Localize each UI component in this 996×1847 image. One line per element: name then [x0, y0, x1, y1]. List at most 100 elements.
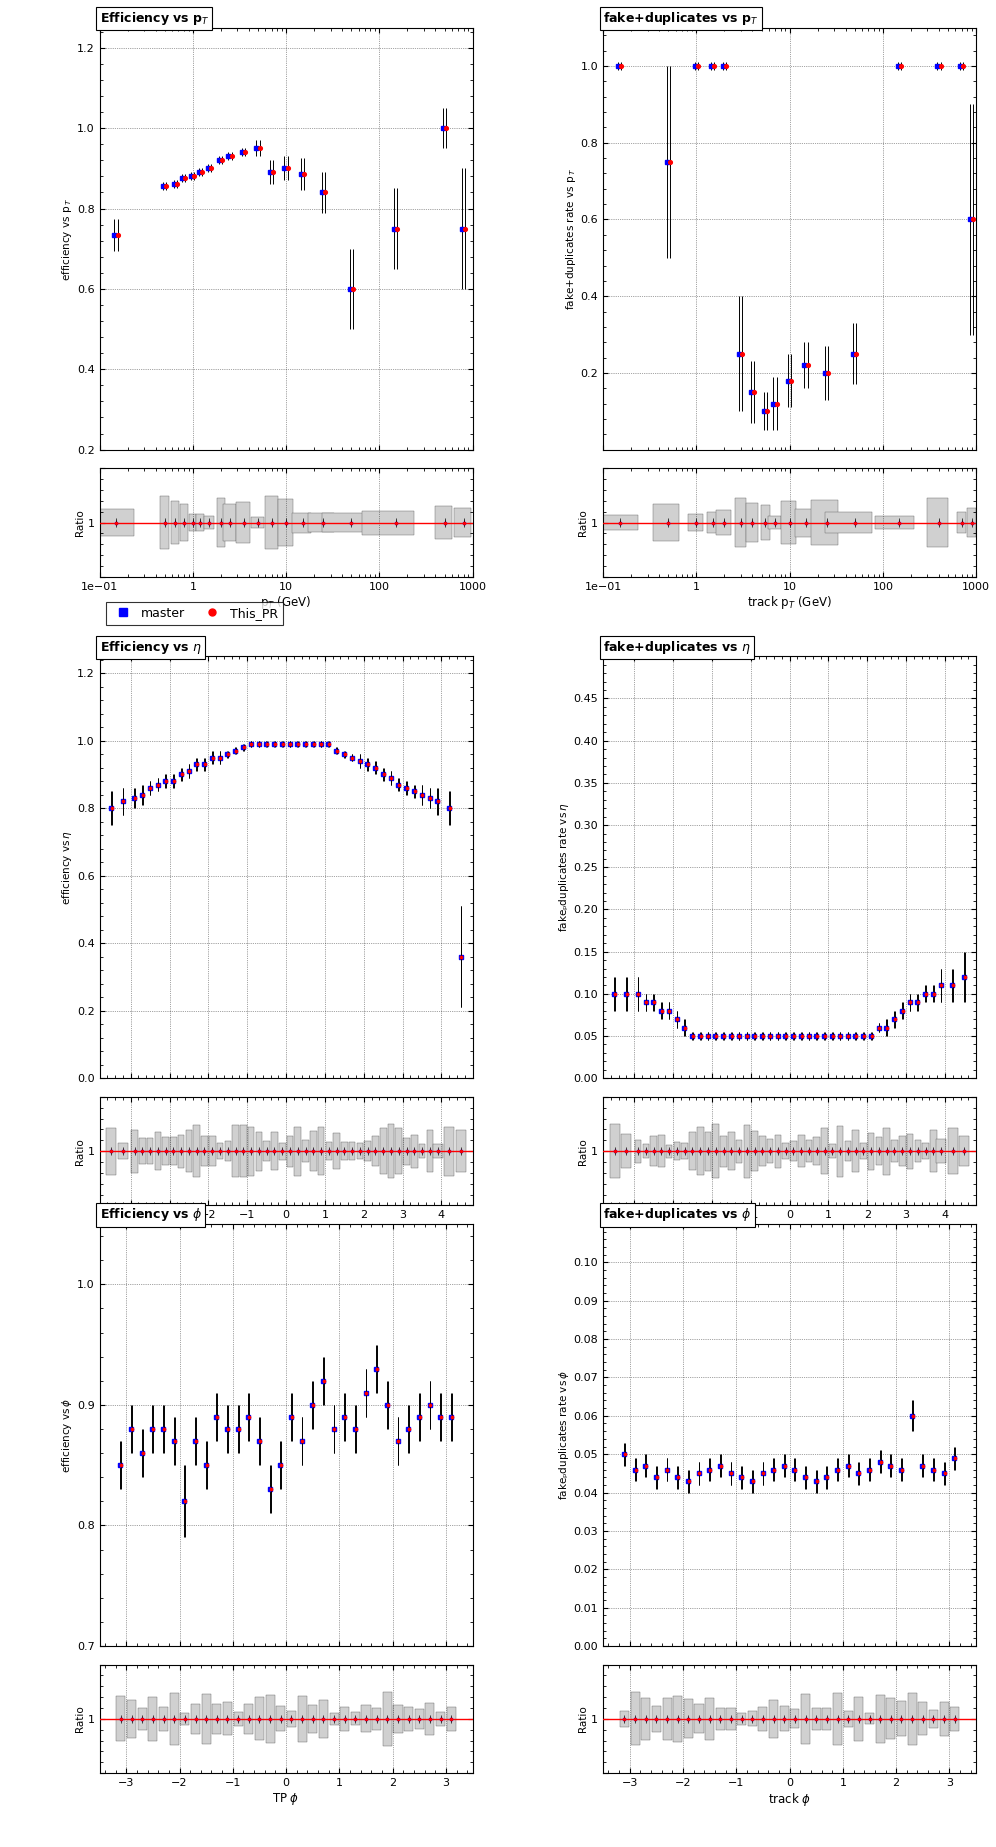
- X-axis label: p$_T$ (GeV): p$_T$ (GeV): [261, 595, 312, 611]
- Bar: [939, 1701, 948, 1736]
- Bar: [874, 515, 914, 530]
- Bar: [223, 504, 236, 541]
- Bar: [146, 1138, 153, 1164]
- Bar: [744, 1125, 750, 1178]
- Text: Efficiency vs $\phi$: Efficiency vs $\phi$: [100, 1206, 202, 1223]
- Bar: [684, 1699, 693, 1738]
- Bar: [914, 1140, 921, 1162]
- Bar: [379, 1129, 386, 1175]
- Bar: [117, 1696, 125, 1742]
- Bar: [907, 1694, 916, 1745]
- Bar: [266, 1696, 275, 1744]
- Bar: [630, 1692, 639, 1745]
- Bar: [454, 508, 471, 537]
- Bar: [271, 1132, 278, 1171]
- Bar: [689, 1132, 696, 1171]
- Bar: [216, 499, 225, 547]
- Y-axis label: efficiency vs $\phi$: efficiency vs $\phi$: [60, 1398, 75, 1472]
- Bar: [853, 1130, 859, 1171]
- Bar: [436, 1712, 445, 1725]
- Bar: [118, 1143, 127, 1158]
- Bar: [891, 1140, 897, 1162]
- Bar: [768, 517, 781, 528]
- Bar: [736, 1140, 742, 1164]
- Bar: [922, 1143, 929, 1158]
- Bar: [302, 1140, 309, 1162]
- Bar: [341, 1141, 348, 1160]
- Bar: [728, 1132, 735, 1169]
- Bar: [767, 1140, 774, 1164]
- Bar: [622, 1134, 631, 1169]
- Bar: [148, 1697, 157, 1740]
- Bar: [387, 1125, 394, 1178]
- Bar: [310, 1130, 317, 1171]
- Bar: [735, 499, 746, 547]
- Bar: [883, 1127, 890, 1175]
- Bar: [196, 513, 204, 532]
- Bar: [248, 1127, 254, 1177]
- Bar: [775, 1134, 781, 1167]
- X-axis label: TP $\eta$: TP $\eta$: [273, 1223, 300, 1239]
- Bar: [193, 1125, 200, 1177]
- Bar: [278, 499, 293, 547]
- Bar: [950, 1707, 959, 1731]
- Bar: [265, 497, 278, 549]
- Bar: [620, 1710, 628, 1727]
- Bar: [929, 1710, 938, 1729]
- X-axis label: TP $\phi$: TP $\phi$: [272, 1792, 300, 1806]
- Bar: [292, 512, 311, 532]
- Bar: [875, 1138, 882, 1165]
- Bar: [287, 1710, 296, 1727]
- Bar: [712, 1125, 719, 1178]
- Bar: [845, 1141, 852, 1162]
- Bar: [411, 1134, 417, 1167]
- Bar: [650, 1136, 657, 1165]
- Bar: [362, 510, 414, 534]
- Bar: [957, 512, 966, 532]
- Y-axis label: fakeₚduplicates rate vs $\eta$: fakeₚduplicates rate vs $\eta$: [557, 802, 571, 933]
- Bar: [432, 1143, 442, 1158]
- Bar: [716, 510, 731, 536]
- Bar: [652, 504, 679, 541]
- Y-axis label: Ratio: Ratio: [579, 1138, 589, 1164]
- Bar: [801, 1694, 810, 1744]
- Y-axis label: efficiency vs p $_T$: efficiency vs p $_T$: [60, 198, 75, 281]
- Text: fake+duplicates vs $\phi$: fake+duplicates vs $\phi$: [604, 1206, 752, 1223]
- Bar: [716, 1708, 725, 1729]
- Bar: [255, 1697, 264, 1740]
- Bar: [178, 1134, 184, 1167]
- X-axis label: track p$_T$ (GeV): track p$_T$ (GeV): [747, 595, 832, 611]
- Text: fake+duplicates vs p$_T$: fake+duplicates vs p$_T$: [604, 9, 759, 28]
- Bar: [209, 1136, 215, 1165]
- Bar: [967, 508, 976, 537]
- Bar: [217, 1143, 223, 1160]
- Bar: [761, 506, 770, 539]
- Bar: [868, 1132, 874, 1169]
- Bar: [930, 1130, 936, 1173]
- Bar: [822, 1129, 828, 1175]
- Bar: [185, 1130, 192, 1173]
- Bar: [748, 1712, 757, 1727]
- Bar: [806, 1140, 813, 1162]
- Text: fake+duplicates vs $\eta$: fake+duplicates vs $\eta$: [604, 639, 751, 656]
- Bar: [179, 504, 187, 541]
- Y-axis label: Ratio: Ratio: [75, 1705, 85, 1732]
- Bar: [159, 497, 169, 549]
- Bar: [936, 1140, 946, 1164]
- Bar: [139, 1138, 145, 1164]
- Bar: [263, 1141, 270, 1162]
- Bar: [641, 1697, 650, 1740]
- Bar: [298, 1696, 307, 1742]
- Bar: [447, 1707, 456, 1731]
- Bar: [435, 506, 452, 539]
- Bar: [694, 1705, 703, 1732]
- Bar: [790, 1141, 797, 1162]
- Bar: [918, 1703, 927, 1736]
- Bar: [737, 1712, 746, 1725]
- Bar: [326, 1143, 332, 1160]
- Bar: [127, 1699, 136, 1738]
- Bar: [796, 508, 815, 536]
- Bar: [232, 1125, 239, 1177]
- Bar: [287, 1136, 293, 1167]
- Bar: [634, 1140, 641, 1162]
